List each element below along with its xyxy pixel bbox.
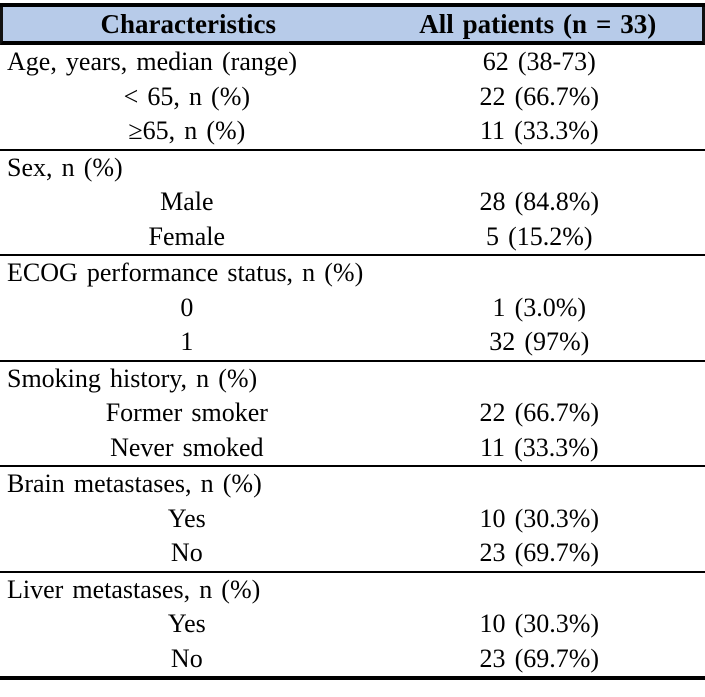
header-all-patients: All patients (n = 33)	[419, 9, 657, 39]
row-label: Liver metastases, n (%)	[7, 574, 261, 604]
row-value: 1 (3.0%)	[492, 292, 587, 322]
row-value: 5 (15.2%)	[486, 221, 593, 251]
patient-characteristics-table: Characteristics All patients (n = 33) Ag…	[0, 3, 705, 680]
row-label: < 65, n (%)	[123, 81, 251, 111]
row-value: 22 (66.7%)	[479, 81, 600, 111]
row-label: No	[170, 538, 203, 567]
row-label: Yes	[167, 609, 206, 638]
row-label: Former smoker	[105, 398, 268, 427]
row-label: ECOG performance status, n (%)	[7, 258, 364, 287]
row-value: 23 (69.7%)	[479, 538, 600, 567]
table-row: < 65, n (%) 22 (66.7%)	[0, 80, 705, 115]
row-value: 11 (33.3%)	[480, 116, 599, 145]
section-age: Age, years, median (range) 62 (38-73) < …	[0, 45, 705, 151]
table-row: Former smoker 22 (66.7%)	[0, 396, 705, 431]
row-label: ≥65, n (%)	[128, 116, 246, 145]
row-label: Yes	[167, 503, 206, 533]
row-label: Smoking history, n (%)	[7, 363, 258, 393]
row-label: No	[170, 643, 203, 673]
row-value: 23 (69.7%)	[479, 643, 600, 673]
row-label: Male	[160, 187, 214, 216]
header-characteristics: Characteristics	[100, 9, 276, 39]
table-row: Never smoked 11 (33.3%)	[0, 431, 705, 466]
row-value: 22 (66.7%)	[479, 398, 600, 427]
table-row: ≥65, n (%) 11 (33.3%)	[0, 114, 705, 149]
table-row: Yes 10 (30.3%)	[0, 607, 705, 642]
table-row: ECOG performance status, n (%)	[0, 256, 705, 291]
section-liver-metastases: Liver metastases, n (%) Yes 10 (30.3%) N…	[0, 573, 705, 677]
table-row: No 23 (69.7%)	[0, 536, 705, 571]
row-label: Sex, n (%)	[7, 152, 123, 182]
table-row: 0 1 (3.0%)	[0, 291, 705, 326]
row-label: 0	[180, 292, 194, 322]
table-row: Yes 10 (30.3%)	[0, 502, 705, 537]
table-row: Sex, n (%)	[0, 151, 705, 186]
row-label: Age, years, median (range)	[7, 47, 298, 76]
row-value	[374, 256, 705, 291]
row-label: 1	[180, 327, 194, 356]
row-value: 28 (84.8%)	[479, 187, 600, 216]
section-smoking: Smoking history, n (%) Former smoker 22 …	[0, 362, 705, 467]
row-value	[374, 467, 705, 502]
table-row: Brain metastases, n (%)	[0, 467, 705, 502]
table-row: Female 5 (15.2%)	[0, 220, 705, 255]
section-sex: Sex, n (%) Male 28 (84.8%) Female 5 (15.…	[0, 151, 705, 256]
section-ecog: ECOG performance status, n (%) 0 1 (3.0%…	[0, 256, 705, 362]
row-value: 10 (30.3%)	[479, 503, 600, 533]
section-brain-metastases: Brain metastases, n (%) Yes 10 (30.3%) N…	[0, 467, 705, 573]
row-label: Never smoked	[110, 432, 264, 462]
table-row: Age, years, median (range) 62 (38-73)	[0, 45, 705, 80]
table-row: No 23 (69.7%)	[0, 642, 705, 677]
table-header-row: Characteristics All patients (n = 33)	[0, 7, 705, 45]
table-row: Male 28 (84.8%)	[0, 185, 705, 220]
row-value	[374, 362, 705, 397]
row-value	[374, 573, 705, 608]
row-value: 32 (97%)	[489, 327, 590, 356]
row-value: 62 (38-73)	[482, 47, 596, 76]
row-label: Female	[148, 221, 226, 251]
table-row: Smoking history, n (%)	[0, 362, 705, 397]
table-row: 1 32 (97%)	[0, 325, 705, 360]
table-row: Liver metastases, n (%)	[0, 573, 705, 608]
row-value	[374, 151, 705, 186]
row-value: 10 (30.3%)	[479, 609, 600, 638]
row-value: 11 (33.3%)	[480, 432, 599, 462]
row-label: Brain metastases, n (%)	[7, 469, 262, 498]
